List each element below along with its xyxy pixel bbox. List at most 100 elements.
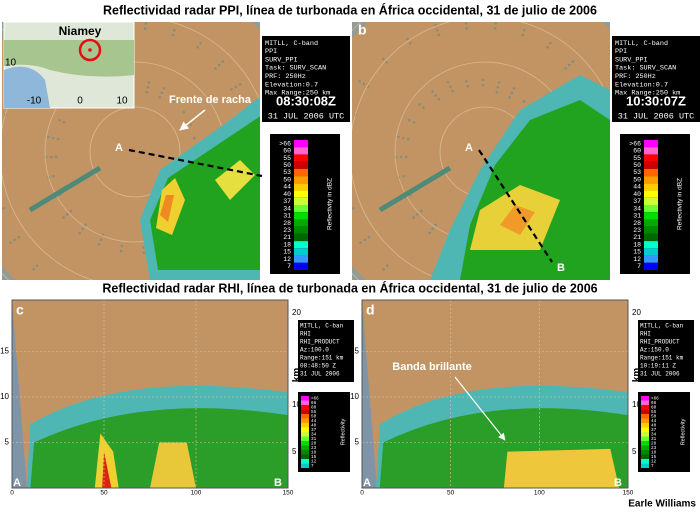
colorbar-swatch (301, 419, 309, 424)
clutter (571, 60, 574, 63)
info-line: Task: SURV_SCAN (265, 65, 326, 73)
colorbar-swatch (294, 234, 308, 241)
clutter (438, 98, 441, 101)
colorbar-swatch (301, 405, 309, 410)
clutter (78, 232, 81, 235)
colorbar-swatch (644, 234, 658, 241)
clutter (201, 296, 204, 299)
colorbar-swatch (294, 241, 308, 248)
colorbar-label: 53 (283, 169, 291, 176)
info-line: MITLL, C-band (265, 40, 318, 48)
clutter (482, 84, 485, 87)
colorbar-title: Reflectivity in dBZ (677, 178, 684, 230)
y-tick-label: 5 (355, 438, 360, 447)
info-line: SURV_PPI (615, 56, 648, 64)
info-line: MITLL, C-band (615, 40, 668, 48)
clutter (0, 112, 2, 115)
clutter (120, 250, 123, 253)
clutter (546, 46, 549, 49)
clutter (182, 111, 185, 114)
colorbar-label: 34 (633, 205, 641, 212)
info-line: RHI (640, 331, 651, 338)
bottom-title: Reflectividad radar RHI, línea de turbon… (102, 280, 597, 295)
colorbar-label: 44 (633, 184, 641, 191)
colorbar-label: 50 (633, 162, 641, 169)
clutter (434, 224, 437, 227)
clutter (464, 17, 467, 20)
colorbar-swatch (294, 248, 308, 255)
clutter (214, 67, 217, 70)
colorbar-title: Reflectivity (680, 418, 686, 445)
colorbar-swatch (294, 219, 308, 226)
clutter (400, 156, 403, 159)
clutter (422, 106, 425, 109)
colorbar-swatch (644, 227, 658, 234)
x-tick-label: 0 (10, 490, 14, 497)
clutter (466, 85, 469, 88)
clutter (147, 86, 150, 89)
clutter (382, 58, 385, 61)
point-label: A (363, 477, 371, 489)
colorbar-label: 7 (287, 263, 291, 270)
clutter (344, 175, 347, 178)
colorbar-label: 40 (283, 191, 291, 198)
point-label: B (274, 477, 282, 489)
colorbar-title: Reflectivity in dBZ (327, 178, 334, 230)
info-line: MITLL, C-ban (640, 323, 684, 330)
info-line: RHI_PRODUCT (300, 339, 340, 346)
clutter (144, 22, 147, 25)
point-label: A (465, 142, 473, 154)
right-tick-label: 20 (632, 308, 641, 317)
clutter (521, 34, 524, 37)
clutter (146, 91, 149, 94)
info-line: Range:151 km (640, 355, 684, 362)
colorbar-label: 23 (633, 227, 641, 234)
colorbar-swatch (294, 263, 308, 270)
colorbar-label: 12 (633, 256, 641, 263)
scan-time: 10:30:07Z (626, 93, 686, 108)
colorbar-swatch (641, 401, 649, 406)
colorbar-swatch (644, 162, 658, 169)
clutter (230, 88, 233, 91)
colorbar-swatch (644, 176, 658, 183)
y-tick-label: 15 (350, 347, 359, 356)
info-line: Az:100.0 (300, 347, 329, 354)
colorbar-swatch (644, 147, 658, 154)
inset-x-tick: 10 (116, 96, 128, 107)
clutter (416, 213, 419, 216)
inset-x-tick: -10 (27, 96, 42, 107)
clutter (409, 42, 412, 45)
clutter (63, 121, 66, 124)
colorbar-label: 21 (633, 234, 641, 241)
info-line: 08:48:50 Z (300, 363, 336, 370)
x-tick-label: 100 (191, 490, 202, 497)
colorbar-swatch (644, 256, 658, 263)
colorbar-swatch (301, 423, 309, 428)
info-line: Range:151 km (300, 355, 344, 362)
clutter (66, 213, 69, 216)
clutter (55, 156, 58, 159)
clutter (64, 284, 67, 287)
colorbar-label: 12 (283, 256, 291, 263)
y-tick-label: 10 (0, 392, 9, 401)
clutter (171, 34, 174, 37)
info-line: SURV_PPI (265, 56, 298, 64)
panel-label: b (358, 22, 367, 38)
point-label: B (557, 262, 565, 274)
colorbar-swatch (644, 140, 658, 147)
colorbar-swatch (644, 154, 658, 161)
colorbar-swatch (294, 183, 308, 190)
info-line: PPI (265, 48, 277, 56)
clutter (70, 210, 73, 213)
info-line: RHI_PRODUCT (640, 339, 680, 346)
clutter (363, 239, 366, 242)
clutter (465, 80, 468, 83)
colorbar-label: 37 (283, 198, 291, 205)
x-tick-label: 0 (360, 490, 364, 497)
clutter (352, 207, 355, 210)
clutter (523, 29, 526, 32)
city-dot (88, 48, 92, 52)
clutter (148, 81, 151, 84)
